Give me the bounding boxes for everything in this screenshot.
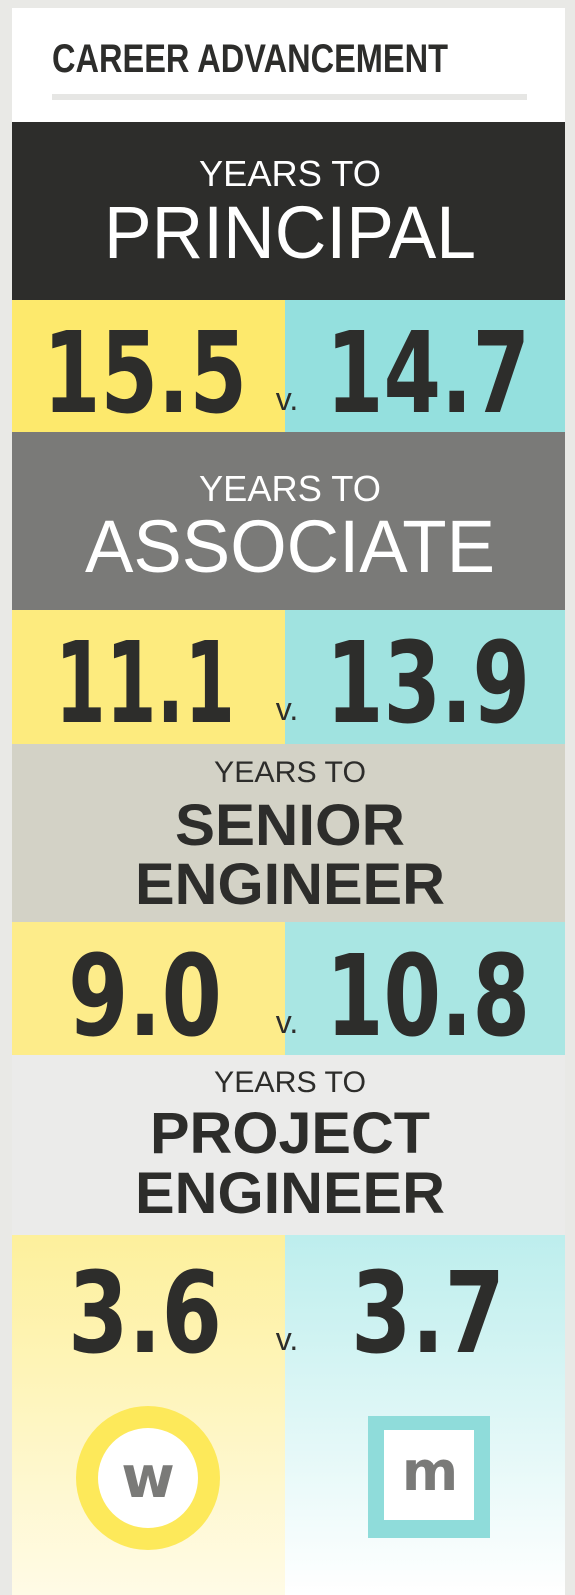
left-value: 3.6 [68, 1249, 222, 1379]
right-value: 14.7 [326, 309, 530, 439]
versus: v. [276, 1321, 299, 1357]
versus: v. [276, 1004, 299, 1040]
title: CAREER ADVANCEMENT [52, 37, 448, 81]
right-cell [285, 610, 565, 744]
versus: v. [276, 381, 299, 417]
section-header [12, 122, 565, 300]
header-role: ENGINEER [135, 1161, 445, 1226]
left-value: 9.0 [68, 932, 222, 1062]
header-role: SENIOR [175, 793, 405, 858]
left-value: 15.5 [43, 309, 247, 439]
header-role: PROJECT [150, 1101, 430, 1166]
header-prefix: YEARS TO [199, 468, 381, 509]
section-header [12, 432, 565, 610]
right-value: 13.9 [326, 619, 530, 749]
section-header [12, 744, 565, 922]
header-prefix: YEARS TO [214, 756, 366, 789]
header-prefix: YEARS TO [214, 1066, 366, 1099]
header-prefix: YEARS TO [199, 153, 381, 194]
right-icon-letter: m [402, 1440, 458, 1503]
versus: v. [276, 691, 299, 727]
header-role: ENGINEER [135, 852, 445, 917]
left-cell [12, 300, 285, 432]
right-icon-core [384, 1430, 474, 1520]
header-role: PRINCIPAL [104, 191, 476, 274]
right-value: 10.8 [326, 932, 530, 1062]
left-cell [12, 610, 285, 744]
header-role: ASSOCIATE [85, 505, 495, 588]
left-icon-letter: w [121, 1443, 175, 1511]
right-cell [285, 922, 565, 1055]
left-cell [12, 922, 285, 1055]
title-rule [52, 94, 527, 100]
right-cell [285, 300, 565, 432]
section-header [12, 1055, 565, 1235]
left-value: 11.1 [55, 619, 235, 749]
left-icon-core [98, 1428, 198, 1528]
right-value: 3.7 [351, 1249, 505, 1379]
